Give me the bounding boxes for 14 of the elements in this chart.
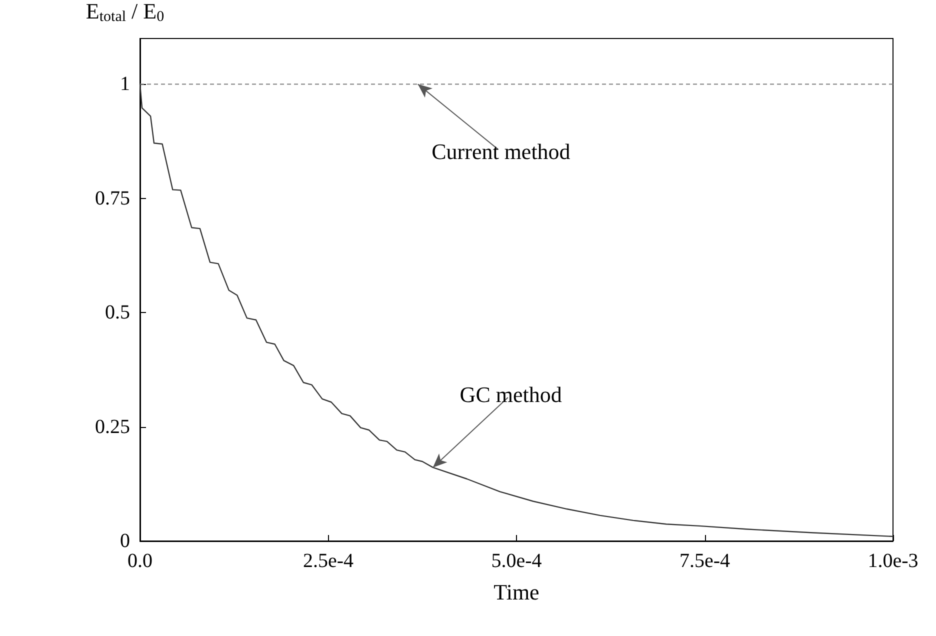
x-tick-label: 7.5e-4 (679, 550, 730, 572)
y-tick-label: 0.75 (95, 187, 130, 210)
x-axis-title: Time (494, 580, 540, 604)
annotation: Current method (432, 139, 570, 164)
x-tick-label: 5.0e-4 (491, 550, 542, 572)
y-tick-label: 1 (120, 73, 130, 96)
x-tick-label: 1.0e-3 (868, 550, 918, 572)
line-series (139, 84, 894, 538)
x-tick-label: 0.0 (128, 550, 152, 572)
y-tick-label: 0.25 (95, 416, 130, 438)
x-tick-label: 2.5e-4 (302, 550, 354, 572)
y-tick-label: 0.5 (105, 302, 130, 324)
annotation: GC method (460, 382, 562, 408)
y-tick-label: 0 (120, 530, 130, 552)
